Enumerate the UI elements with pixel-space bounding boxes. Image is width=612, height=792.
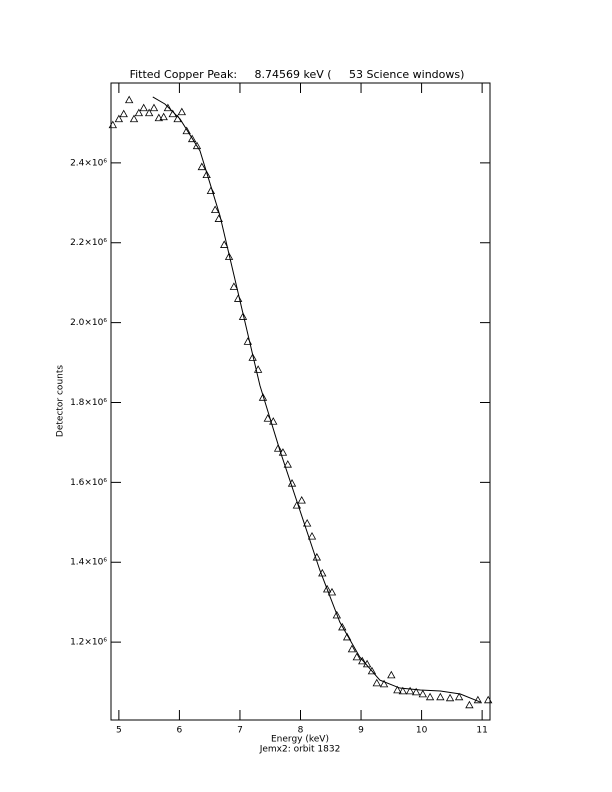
data-point (177, 107, 187, 116)
data-point (134, 108, 144, 117)
data-point (129, 114, 139, 123)
data-point (163, 103, 173, 112)
data-point (108, 120, 117, 129)
data-point (248, 353, 257, 361)
subtitle: Jemx2: orbit 1832 (259, 745, 341, 755)
y-tick-label: 1.8×10⁶ (70, 398, 107, 408)
chart-title: Fitted Copper Peak: 8.74569 keV ( 53 Sci… (130, 68, 465, 81)
y-tick-label: 2.2×10⁶ (70, 238, 107, 248)
data-point (342, 632, 352, 641)
data-point (210, 205, 220, 214)
data-point (159, 112, 168, 121)
x-tick-label: 9 (358, 726, 364, 736)
data-point (149, 103, 159, 112)
data-point (358, 656, 367, 665)
data-point (154, 113, 164, 122)
data-point (327, 587, 337, 596)
x-axis-label: Energy (keV) (271, 735, 329, 745)
data-point (238, 312, 248, 320)
data-point (283, 460, 292, 468)
x-tick-label: 6 (177, 726, 183, 736)
data-point (119, 109, 128, 118)
y-tick-label: 2.0×10⁶ (70, 318, 107, 328)
data-point (484, 695, 493, 704)
data-point (187, 134, 197, 143)
data-point (322, 584, 332, 593)
fit-line (152, 96, 481, 703)
data-point (338, 622, 347, 631)
data-point (465, 700, 474, 709)
data-point (297, 496, 306, 504)
data-point (302, 518, 312, 527)
y-tick-label: 2.4×10⁶ (70, 158, 107, 168)
data-point (144, 108, 154, 117)
data-point (258, 393, 268, 401)
data-point (278, 448, 288, 456)
data-point (387, 670, 396, 679)
data-point (347, 644, 357, 653)
y-tick-label: 1.6×10⁶ (70, 478, 107, 488)
y-axis-label: Detector counts (56, 365, 66, 437)
data-point (182, 126, 191, 135)
data-point (379, 679, 389, 688)
data-point (454, 692, 464, 701)
data-point (202, 170, 211, 179)
data-point (393, 685, 402, 694)
data-point (273, 444, 283, 452)
data-point (220, 240, 229, 248)
data-point (139, 103, 148, 112)
data-point (398, 686, 407, 695)
x-tick-label: 11 (476, 726, 487, 736)
data-point (229, 282, 239, 290)
data-point (114, 114, 124, 123)
x-tick-label: 8 (298, 726, 304, 736)
data-point (445, 693, 455, 702)
data-point (436, 692, 445, 701)
x-tick-label: 10 (416, 726, 428, 736)
data-point (372, 678, 381, 687)
data-point (425, 692, 435, 701)
data-point (367, 666, 377, 675)
y-tick-label: 1.4×10⁶ (70, 558, 107, 568)
data-point (124, 95, 134, 104)
data-point (473, 695, 483, 704)
x-tick-label: 7 (237, 726, 243, 736)
data-point (269, 417, 278, 425)
data-point (332, 610, 342, 619)
y-tick-label: 1.2×10⁶ (70, 638, 107, 648)
data-point (224, 252, 234, 260)
data-point (197, 162, 206, 171)
data-point (352, 652, 361, 661)
x-tick-label: 5 (116, 726, 122, 736)
data-point (411, 687, 421, 696)
data-point (405, 686, 415, 695)
data-point (307, 531, 317, 540)
data-point (192, 141, 202, 150)
data-point (418, 689, 427, 698)
